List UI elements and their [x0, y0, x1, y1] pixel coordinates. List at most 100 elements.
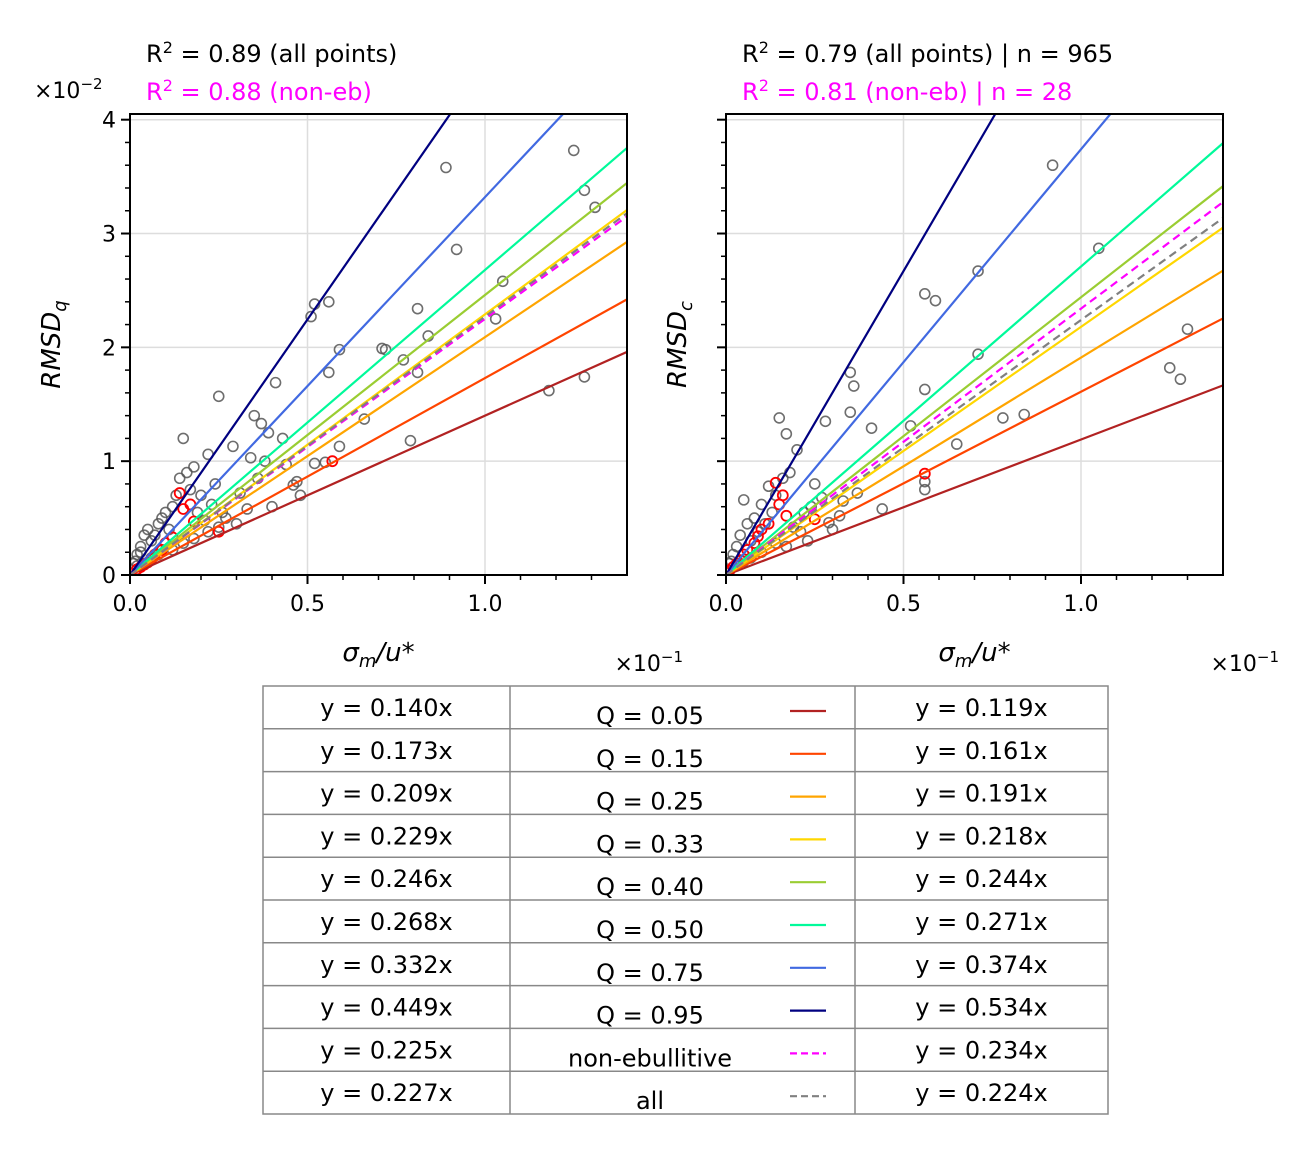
data-point	[141, 523, 154, 536]
data-point	[918, 483, 931, 496]
data-point	[496, 275, 509, 288]
legend-left-equation: y = 0.449x	[320, 994, 452, 1022]
data-point	[188, 461, 200, 473]
data-point	[322, 296, 335, 308]
data-point	[1046, 159, 1059, 172]
fit-line	[130, 298, 627, 575]
chart-panel-right: 0.0 0.5 1.0 σm/u* RMSDc ×10−1 R2 = 0.79 (all p…	[663, 38, 1279, 677]
data-point	[918, 288, 931, 300]
data-point-non-eb	[762, 517, 775, 530]
data-point	[567, 144, 580, 157]
x-tick-label: 0.0	[113, 592, 148, 617]
y-tick-label: 4	[102, 109, 116, 134]
data-point	[1174, 373, 1187, 386]
fit-line	[726, 226, 1223, 575]
data-point	[209, 478, 221, 490]
data-point	[177, 432, 190, 445]
fit-line	[726, 114, 1112, 575]
legend-left-equation: y = 0.332x	[320, 951, 452, 979]
fit-line	[130, 350, 627, 575]
y-tick-label: 2	[102, 336, 116, 361]
legend-right-equation: y = 0.224x	[915, 1079, 1047, 1107]
x-tick-label: 0.5	[886, 592, 921, 617]
legend-right-equation: y = 0.244x	[915, 865, 1047, 893]
data-point	[780, 428, 793, 440]
data-point	[918, 475, 931, 488]
data-point	[1181, 323, 1194, 335]
legend-row: y = 0.332x Q = 0.75 y = 0.374x	[320, 951, 1047, 987]
data-point	[808, 478, 821, 490]
data-point-non-eb	[755, 523, 768, 536]
data-point	[1018, 408, 1030, 421]
data-point	[269, 376, 282, 389]
data-point-non-eb	[748, 537, 761, 550]
x-axis-label: σm/u*	[342, 638, 414, 672]
x-multiplier: ×10−1	[1210, 648, 1279, 677]
legend-right-equation: y = 0.218x	[915, 822, 1047, 850]
data-point	[972, 348, 984, 360]
legend-series-label: Q = 0.40	[596, 873, 704, 901]
data-point	[918, 383, 931, 396]
fit-line	[726, 142, 1223, 575]
y-axis-label: RMSDc	[663, 301, 697, 388]
chart-panel-left: 0.0 0.5 1.0 0 1 2 3 4 σm/u* RMSDq ×10−1 ×10−2 R2 = 0…	[34, 38, 683, 677]
fit-line	[726, 317, 1223, 575]
data-point	[411, 302, 424, 315]
legend-row: y = 0.173x Q = 0.15 y = 0.161x	[320, 737, 1047, 773]
data-point	[159, 506, 172, 519]
fit-line	[726, 269, 1223, 575]
fit-line	[130, 147, 627, 575]
data-point	[823, 516, 835, 529]
r2-annotation-non-eb: R2 = 0.88 (non-eb)	[146, 76, 372, 106]
data-point	[188, 532, 200, 545]
fit-line	[726, 217, 1223, 575]
y-tick-label: 0	[102, 564, 116, 589]
legend-right-equation: y = 0.191x	[915, 780, 1047, 808]
data-point	[181, 466, 193, 479]
legend-series-label: Q = 0.33	[596, 830, 704, 858]
data-point-non-eb	[918, 467, 931, 480]
legend-series-label: non-ebullitive	[568, 1044, 732, 1072]
data-point	[847, 380, 860, 392]
data-point	[308, 457, 321, 470]
legend-row: y = 0.209x Q = 0.25 y = 0.191x	[320, 780, 1047, 816]
legend-left-equation: y = 0.268x	[320, 908, 452, 936]
data-point	[851, 487, 864, 499]
data-point	[184, 483, 197, 496]
data-point	[333, 343, 346, 356]
legend-row: y = 0.268x Q = 0.50 y = 0.271x	[320, 908, 1047, 944]
data-point-non-eb	[752, 530, 764, 543]
y-tick-label: 3	[102, 223, 116, 248]
plot-area	[726, 114, 1223, 575]
legend-series-label: Q = 0.50	[596, 916, 704, 944]
legend-series-label: Q = 0.15	[596, 745, 704, 773]
legend-series-label: Q = 0.05	[596, 702, 704, 730]
data-point	[287, 479, 300, 491]
legend-right-equation: y = 0.234x	[915, 1036, 1047, 1064]
legend-left-equation: y = 0.229x	[320, 822, 452, 850]
data-point	[227, 440, 239, 453]
legend-left-equation: y = 0.209x	[320, 780, 452, 808]
x-tick-label: 0.0	[709, 592, 744, 617]
data-point	[156, 512, 168, 524]
data-point	[212, 521, 225, 533]
data-point	[322, 366, 335, 379]
x-tick-label: 1.0	[468, 592, 503, 617]
r2-annotation-non-eb: R2 = 0.81 (non-eb) | n = 28	[742, 76, 1072, 106]
fit-line	[726, 384, 1223, 575]
data-point	[173, 472, 186, 485]
legend-series-label: all	[636, 1087, 664, 1115]
legend-row: y = 0.449x Q = 0.95 y = 0.534x	[320, 994, 1047, 1030]
legend-row: y = 0.229x Q = 0.33 y = 0.218x	[320, 822, 1047, 858]
data-point	[248, 409, 261, 422]
data-point	[358, 413, 371, 425]
fit-line	[130, 114, 565, 575]
legend-left-equation: y = 0.227x	[320, 1079, 452, 1107]
legend-right-equation: y = 0.161x	[915, 737, 1047, 765]
legend-left-equation: y = 0.246x	[320, 865, 452, 893]
data-point-non-eb	[173, 487, 186, 499]
data-point	[734, 529, 747, 541]
axes-frame	[725, 113, 1224, 576]
data-point	[212, 390, 225, 403]
